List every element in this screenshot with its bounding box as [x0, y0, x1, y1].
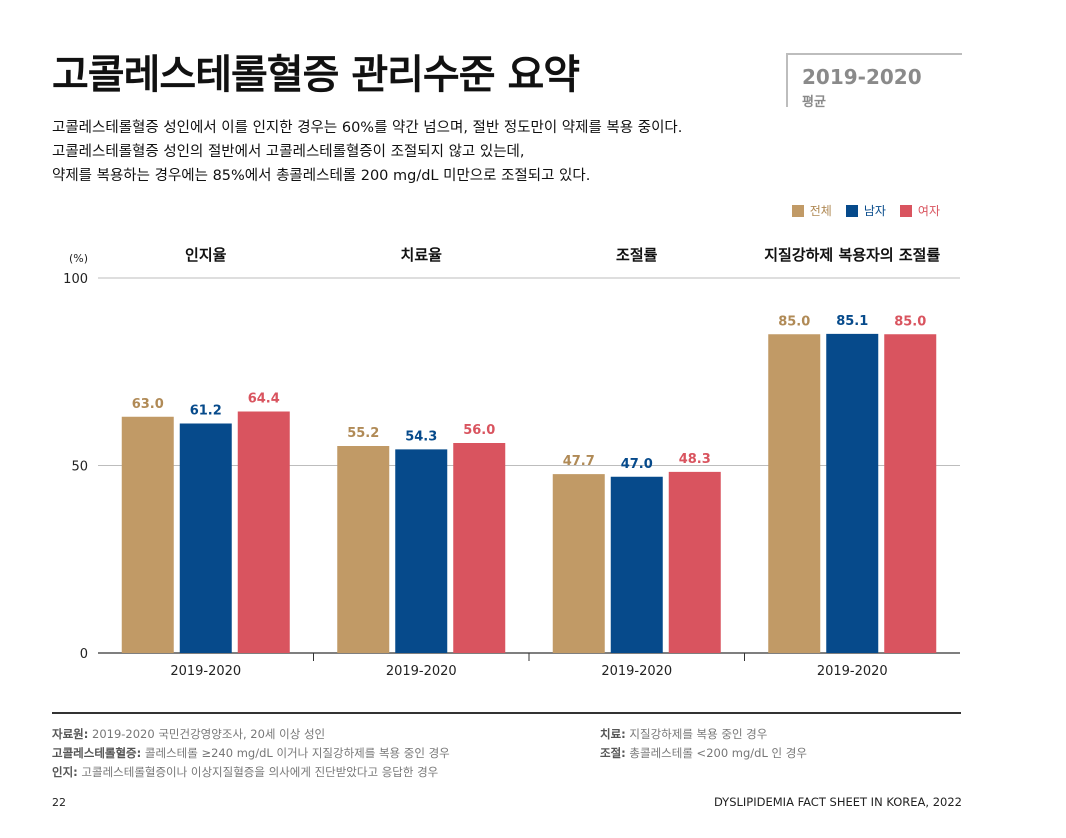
- bar: [453, 443, 506, 653]
- note-hypercholesterolemia: 고콜레스테롤혈증: 콜레스테롤 ≥240 mg/dL 이거나 지질강하제를 복용…: [52, 746, 450, 760]
- panel-title: 인지율: [185, 246, 227, 264]
- x-category-label: 2019-2020: [170, 664, 241, 679]
- bar-value-label: 54.3: [405, 429, 437, 444]
- bar-value-label: 55.2: [347, 426, 379, 441]
- bar-chart: 0 50 100 (%) 인지율 2019-2020 63.0 61.2 64.4 치료율 2019…: [63, 246, 960, 679]
- footer-divider: [52, 712, 961, 714]
- legend-swatch-male: [845, 204, 858, 217]
- description-line-1: 고콜레스테롤혈증 성인에서 이를 인지한 경우는 60%를 약간 넘으며, 절반…: [52, 120, 683, 136]
- period-label: 평균: [802, 95, 826, 110]
- y-tick-label: 100: [63, 272, 88, 287]
- bar-value-label: 61.2: [190, 404, 222, 419]
- panel-title: 치료율: [401, 246, 443, 264]
- bar-value-label: 85.0: [778, 314, 810, 329]
- bar-value-label: 64.4: [248, 392, 280, 407]
- page-title: 고콜레스테롤혈증 관리수준 요약: [52, 52, 580, 98]
- y-axis-unit: (%): [69, 252, 88, 265]
- x-category-label: 2019-2020: [386, 664, 457, 679]
- period-year: 2019-2020: [802, 65, 922, 89]
- period-box: 2019-2020 평균: [786, 53, 962, 110]
- page-number: 22: [52, 796, 66, 809]
- chart-legend: 전체 남자 여자: [791, 202, 940, 219]
- legend-label-male: 남자: [863, 204, 886, 218]
- bar-value-label: 85.0: [894, 314, 926, 329]
- legend-item-male: 남자: [845, 202, 886, 219]
- y-tick-label: 0: [80, 647, 88, 662]
- note-awareness: 인지: 고콜레스테롤혈증이나 이상지질혈증을 의사에게 진단받았다고 응답한 경…: [52, 765, 439, 779]
- bar: [884, 334, 937, 653]
- bar: [610, 476, 663, 653]
- legend-item-total: 전체: [791, 202, 832, 219]
- bar: [768, 334, 821, 653]
- panel-title: 조절률: [616, 246, 658, 264]
- x-category-label: 2019-2020: [817, 664, 888, 679]
- description: 고콜레스테롤혈증 성인에서 이를 인지한 경우는 60%를 약간 넘으며, 절반…: [52, 116, 682, 188]
- panel-title: 지질강하제 복용자의 조절률: [764, 246, 940, 264]
- bar: [395, 449, 448, 653]
- notes-right: 치료: 지질강하제를 복용 중인 경우 조절: 총콜레스테롤 <200 mg/d…: [600, 725, 807, 763]
- bar-value-label: 85.1: [836, 314, 868, 329]
- bar: [337, 446, 390, 653]
- bar-value-label: 63.0: [132, 397, 164, 412]
- note-treatment: 치료: 지질강하제를 복용 중인 경우: [600, 727, 768, 741]
- description-line-2: 고콜레스테롤혈증 성인의 절반에서 고콜레스테롤혈증이 조절되지 않고 있는데,: [52, 144, 525, 160]
- legend-swatch-total: [791, 204, 804, 217]
- bar-value-label: 47.7: [563, 454, 595, 469]
- description-line-3: 약제를 복용하는 경우에는 85%에서 총콜레스테롤 200 mg/dL 미만으…: [52, 168, 591, 184]
- notes-left: 자료원: 2019-2020 국민건강영양조사, 20세 이상 성인 고콜레스테…: [52, 725, 450, 782]
- legend-swatch-female: [899, 204, 912, 217]
- bar: [552, 474, 605, 653]
- bar: [826, 333, 879, 653]
- bar: [237, 411, 290, 653]
- bar-value-label: 48.3: [679, 452, 711, 467]
- bar-value-label: 47.0: [621, 457, 653, 472]
- bar-value-label: 56.0: [463, 423, 495, 438]
- x-category-label: 2019-2020: [601, 664, 672, 679]
- y-tick-label: 50: [71, 460, 88, 475]
- note-control: 조절: 총콜레스테롤 <200 mg/dL 인 경우: [600, 746, 807, 760]
- bar: [668, 471, 721, 653]
- publication-title: DYSLIPIDEMIA FACT SHEET IN KOREA, 2022: [713, 795, 962, 809]
- legend-label-total: 전체: [809, 204, 832, 218]
- legend-item-female: 여자: [899, 202, 940, 219]
- note-source: 자료원: 2019-2020 국민건강영양조사, 20세 이상 성인: [52, 727, 326, 741]
- bar: [179, 423, 232, 653]
- legend-label-female: 여자: [917, 204, 940, 218]
- bar: [121, 416, 174, 653]
